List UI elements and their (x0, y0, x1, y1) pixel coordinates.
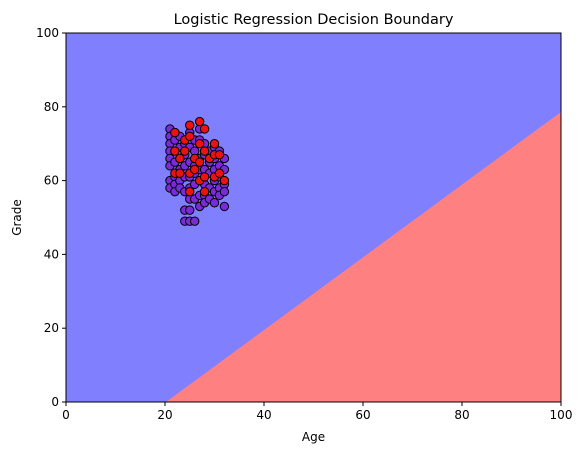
point-class-1-27 (219, 175, 230, 186)
point-class-1-7 (185, 120, 195, 130)
point-class-0-74 (219, 186, 230, 197)
x-tick-label-5: 100 (550, 408, 573, 422)
scatter-points (165, 116, 230, 226)
plot-area (65, 32, 562, 403)
point-class-1-8 (185, 131, 195, 142)
y-tick-label-5: 100 (36, 26, 59, 40)
x-axis-ticks: 0 20 40 60 80 100 (62, 402, 572, 422)
x-axis-label: Age (302, 430, 325, 444)
x-tick-label-3: 60 (355, 408, 370, 422)
region-class-1 (165, 111, 562, 402)
point-class-0-65 (209, 198, 220, 208)
point-class-1-4 (175, 168, 185, 178)
y-axis-ticks: 0 20 40 60 80 100 (36, 26, 66, 409)
point-class-0-41 (190, 216, 200, 226)
y-axis-label: Grade (10, 199, 24, 236)
y-tick-label-1: 20 (44, 321, 59, 335)
x-tick-label-2: 40 (256, 408, 271, 422)
x-tick-label-0: 0 (62, 408, 70, 422)
point-class-1-1 (170, 146, 180, 156)
point-class-1-10 (185, 186, 195, 197)
y-tick-label-2: 40 (44, 247, 59, 261)
point-class-1-25 (214, 150, 225, 160)
point-class-1-14 (194, 139, 205, 149)
point-class-1-15 (194, 157, 205, 167)
point-class-1-0 (170, 127, 180, 138)
chart-title: Logistic Regression Decision Boundary (174, 12, 454, 28)
point-class-1-22 (209, 139, 220, 149)
x-tick-label-1: 20 (157, 408, 172, 422)
point-class-1-6 (180, 146, 190, 156)
y-tick-label-3: 60 (44, 174, 59, 188)
point-class-1-19 (199, 172, 210, 182)
point-class-0-33 (185, 205, 195, 215)
x-tick-label-4: 80 (454, 408, 469, 422)
point-class-1-26 (214, 168, 225, 178)
point-class-1-18 (199, 146, 210, 156)
point-class-1-3 (175, 153, 185, 164)
point-class-0-75 (219, 201, 230, 212)
point-class-1-13 (194, 116, 205, 127)
point-class-1-20 (199, 186, 210, 197)
plot-frame (65, 32, 562, 403)
point-class-1-17 (199, 124, 210, 134)
y-tick-label-0: 0 (51, 395, 59, 409)
point-class-1-12 (190, 164, 200, 175)
y-tick-label-4: 80 (44, 100, 59, 114)
